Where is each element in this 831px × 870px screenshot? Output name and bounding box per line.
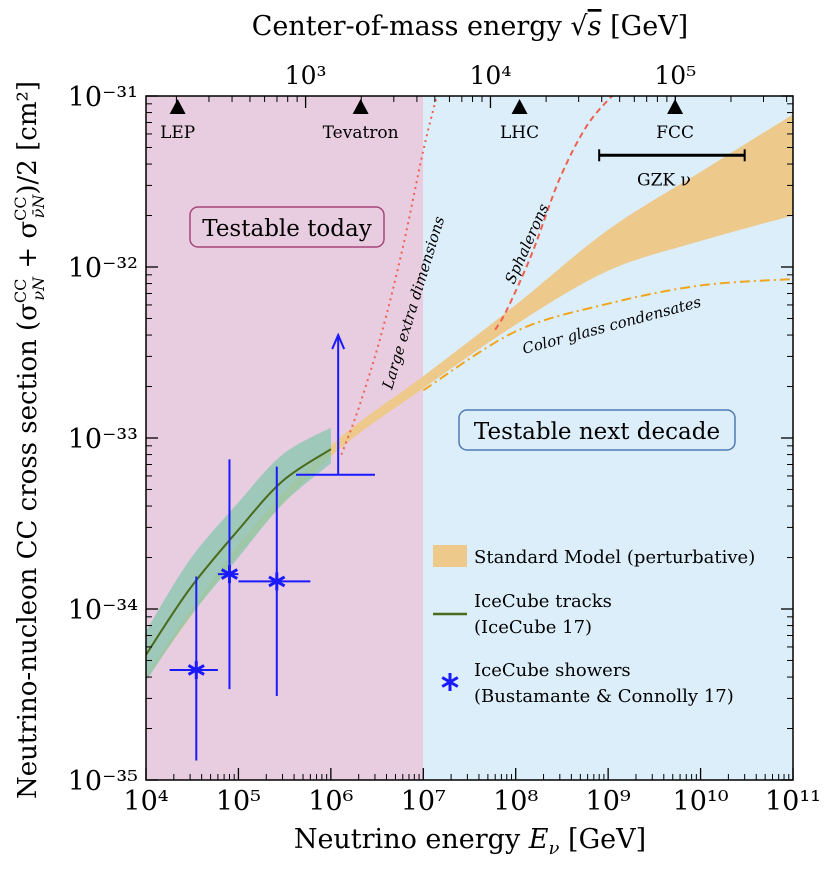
legend-label-icecube-showers-ref: (Bustamante & Connolly 17) — [474, 686, 734, 707]
icecube-shower-point — [217, 459, 239, 690]
x-tick-label: 10⁴ — [123, 786, 168, 817]
testable-next-decade-label: Testable next decade — [474, 419, 720, 445]
icecube-shower-point — [238, 466, 311, 696]
shower-marker-stroke — [220, 568, 239, 580]
shower-marker — [268, 572, 286, 591]
x-tick-label: 10⁹ — [586, 786, 631, 817]
x-tick-label: 10¹¹ — [765, 786, 821, 817]
y-tick-label: 10⁻³⁵ — [68, 766, 138, 797]
legend-label-icecube-tracks-ref: (IceCube 17) — [474, 617, 592, 638]
collider-marker — [169, 99, 186, 114]
shower-marker — [187, 660, 205, 679]
collider-label: Tevatron — [323, 123, 399, 143]
y-tick-label: 10⁻³³ — [68, 424, 138, 455]
icecube-shower-lower-limit — [296, 332, 375, 476]
y-tick-label: 10⁻³¹ — [68, 82, 138, 113]
axes-layer: 10⁴ 10⁵ 10⁶ 10⁷ 10⁸ 10⁹ 10¹⁰ 10¹¹ 10⁻³⁵ 10⁻³⁴ 10⁻³… — [68, 61, 821, 817]
y-axis-label: Neutrino-nucleon CC cross section (σCCνN… — [11, 81, 48, 799]
shower-marker-stroke — [187, 664, 205, 676]
icecube-tracks-band — [146, 427, 331, 681]
series-layer — [146, 96, 793, 761]
top-tick-label: 10³ — [285, 61, 327, 90]
legend-label-standard-model: Standard Model (perturbative) — [474, 547, 755, 568]
collider-label: LEP — [160, 123, 195, 143]
large-extra-dimensions-curve — [340, 96, 438, 455]
x-tick-label: 10⁸ — [493, 786, 538, 817]
color-glass-condensates-curve — [422, 278, 793, 392]
legend: Standard Model (perturbative) IceCube tra… — [433, 545, 755, 707]
collider-marker — [352, 99, 369, 114]
legend-swatch-icecube-showers — [441, 673, 459, 691]
region-testable-today — [146, 96, 424, 780]
lower-limit-arrow-head — [331, 332, 346, 350]
y-tick-label: 10⁻³⁴ — [68, 595, 138, 626]
icecube-shower-point — [169, 576, 218, 761]
x-tick-label: 10¹⁰ — [673, 786, 729, 817]
top-tick-label: 10⁵ — [654, 61, 696, 90]
testable-today-label: Testable today — [202, 216, 371, 242]
svg-text:Neutrino-nucleon CC cross sect: Neutrino-nucleon CC cross section (σCCνN… — [11, 81, 48, 799]
shower-marker — [220, 565, 239, 584]
collider-label: LHC — [500, 123, 539, 143]
y-tick-label: 10⁻³² — [68, 253, 138, 284]
x-tick-label: 10⁵ — [216, 786, 261, 817]
legend-swatch-icecube-showers-stroke — [441, 676, 459, 688]
standard-model-band — [146, 114, 793, 679]
collider-marker — [667, 99, 684, 114]
gzk-range — [598, 149, 746, 162]
shower-marker-stroke — [268, 575, 286, 588]
legend-swatch-standard-model — [433, 545, 467, 567]
collider-marker — [511, 99, 528, 114]
legend-label-icecube-tracks: IceCube tracks — [474, 591, 612, 612]
x-tick-label: 10⁶ — [308, 786, 353, 817]
top-axis-label: Center-of-mass energy √s [GeV] — [252, 11, 688, 42]
gzk-label: GZK ν — [637, 170, 691, 190]
legend-label-icecube-showers: IceCube showers — [474, 660, 631, 681]
icecube-tracks-line — [146, 448, 332, 656]
collider-label: FCC — [656, 123, 694, 143]
testable-next-decade-box — [458, 409, 736, 451]
x-axis-label: Neutrino energy Eν [GeV] — [294, 824, 646, 859]
x-tick-label: 10⁷ — [401, 786, 446, 817]
testable-today-box — [189, 206, 385, 248]
top-tick-label: 10⁴ — [470, 61, 512, 90]
sphalerons-curve — [494, 96, 614, 331]
